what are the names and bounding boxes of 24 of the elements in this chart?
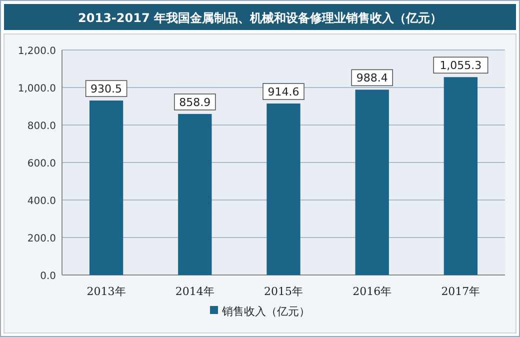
y-tick-label: 800.0 (27, 121, 56, 132)
y-tick-label: 1,200.0 (18, 46, 56, 57)
y-tick-label: 600.0 (27, 158, 56, 170)
x-tick-label: 2013年 (86, 285, 126, 298)
data-label: 988.4 (356, 72, 388, 85)
x-tick-label: 2015年 (264, 285, 303, 298)
data-label: 930.5 (90, 82, 122, 96)
bar (89, 100, 124, 275)
x-tick-label: 2016年 (352, 285, 392, 298)
bar (355, 90, 389, 275)
chart-title: 2013-2017 年我国金属制品、机械和设备修理业销售收入（亿元） (78, 11, 442, 25)
legend-label: 销售收入（亿元） (221, 305, 310, 318)
y-tick-label: 1,000.0 (18, 84, 56, 94)
y-tick-label: 400.0 (27, 196, 56, 207)
bar (266, 104, 300, 275)
x-tick-label: 2014年 (175, 285, 214, 298)
x-tick-label: 2017年 (441, 285, 480, 298)
y-tick-label: 0.0 (40, 271, 56, 282)
bar (178, 114, 212, 275)
bar (444, 77, 478, 275)
y-tick-label: 200.0 (27, 234, 56, 244)
data-label: 858.9 (179, 96, 211, 109)
data-label: 914.6 (268, 86, 300, 99)
data-label: 1,055.3 (440, 59, 482, 72)
